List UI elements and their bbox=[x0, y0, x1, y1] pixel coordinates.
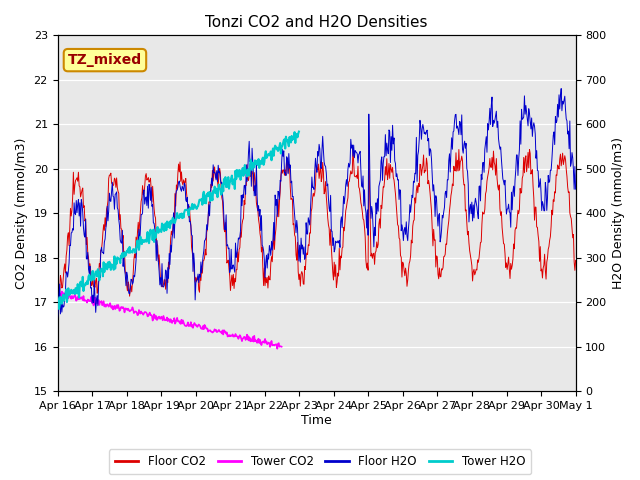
Y-axis label: H2O Density (mmol/m3): H2O Density (mmol/m3) bbox=[612, 137, 625, 289]
Y-axis label: CO2 Density (mmol/m3): CO2 Density (mmol/m3) bbox=[15, 138, 28, 289]
Title: Tonzi CO2 and H2O Densities: Tonzi CO2 and H2O Densities bbox=[205, 15, 428, 30]
X-axis label: Time: Time bbox=[301, 414, 332, 427]
Legend: Floor CO2, Tower CO2, Floor H2O, Tower H2O: Floor CO2, Tower CO2, Floor H2O, Tower H… bbox=[109, 449, 531, 474]
Text: TZ_mixed: TZ_mixed bbox=[68, 53, 142, 67]
